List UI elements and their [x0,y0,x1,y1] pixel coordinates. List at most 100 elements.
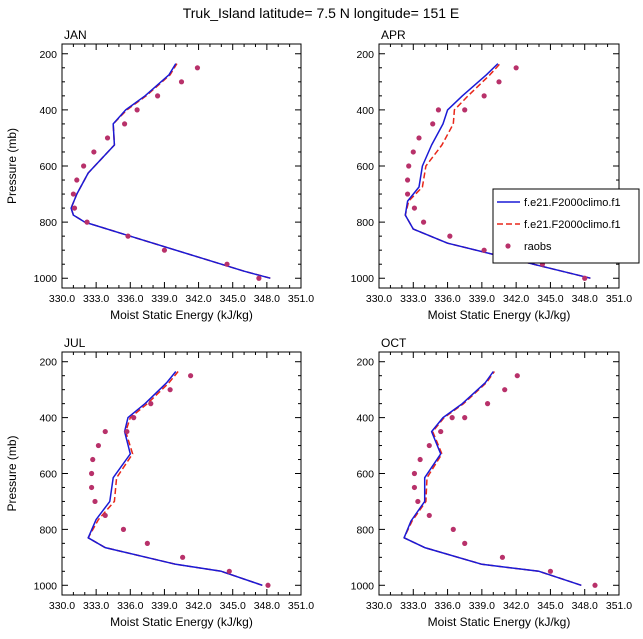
panel-title: OCT [381,336,407,350]
raobs-point [178,79,185,85]
raobs-point [144,540,150,546]
raobs-point [462,107,468,113]
raobs-point [417,456,423,463]
x-tick-label: 351.0 [606,293,632,305]
raobs-point [547,568,554,574]
legend-marker-raobs [505,243,511,249]
legend-label: raobs [524,241,552,253]
raobs-point [484,401,491,407]
panel-oct: OCT 330.0 333.0 336.0 339.0 342.0 345.0 348.0 35… [351,336,633,629]
y-axis-label: Pressure (mb) [5,128,19,204]
raobs-point [91,149,97,155]
x-tick-label: 330.0 [49,600,75,612]
legend-label: f.e21.F2000climo.f1 [524,197,621,209]
legend-label: f.e21.F2000climo.f1 [524,219,621,231]
raobs-point [481,247,487,253]
y-tick-label: 400 [39,413,57,425]
raobs-point [71,205,78,211]
raobs-point [148,401,154,407]
raobs-point [411,484,418,491]
raobs-point [513,65,519,71]
x-tick-label: 342.0 [185,600,211,612]
raobs-point [430,121,436,127]
raobs-point [416,135,422,141]
raobs-point [514,373,520,379]
raobs-point [92,498,98,505]
x-tick-label: 330.0 [49,293,75,305]
x-tick-label: 351.0 [288,293,314,305]
panel-title: JAN [64,28,87,42]
figure-title: Truk_Island latitude= 7.5 N longitude= 1… [183,5,460,21]
raobs-point [102,428,108,435]
raobs-point [265,582,271,588]
raobs-point [410,149,416,155]
raobs-point [447,233,453,239]
y-tick-label: 1000 [34,273,58,285]
raobs-point [161,247,168,253]
panel-apr: APR 330.0 333.0 336.0 339.0 342.0 345.0 348.0 35… [351,28,633,322]
raobs-point [411,205,418,211]
raobs-point [582,275,588,281]
raobs-point [121,121,128,127]
model-line-dashed [403,371,582,587]
x-tick-label: 339.0 [151,600,177,612]
x-tick-label: 345.0 [220,293,246,305]
x-tick-label: 333.0 [400,293,426,305]
x-tick-label: 339.0 [469,600,495,612]
raobs-point [256,275,262,281]
y-tick-label: 200 [356,357,374,369]
y-tick-label: 400 [356,413,374,425]
raobs-point [426,512,432,519]
y-tick-label: 600 [356,161,374,173]
x-tick-label: 333.0 [83,600,109,612]
raobs-point [180,554,186,560]
raobs-point [194,65,201,71]
x-tick-label: 351.0 [606,600,632,612]
panel-title: APR [381,28,406,42]
raobs-point [95,442,102,449]
x-tick-label: 342.0 [503,600,529,612]
raobs-point [462,540,468,546]
raobs-point [84,219,90,225]
raobs-point [496,79,502,85]
raobs-point [131,415,137,421]
x-tick-label: 333.0 [83,293,109,305]
raobs-point [120,526,127,532]
raobs-point [102,512,108,519]
x-tick-label: 345.0 [220,600,246,612]
raobs-point [404,177,411,183]
raobs-point [124,428,130,435]
raobs-point [435,107,442,113]
panel-jul: JUL 330.0 333.0 336.0 339.0 342.0 345.0 348.0 35… [5,336,314,629]
x-tick-label: 351.0 [288,600,314,612]
y-tick-label: 800 [39,524,57,536]
raobs-point [167,387,173,393]
raobs-point [90,456,96,463]
raobs-point [449,415,455,421]
y-tick-label: 600 [39,469,57,481]
model-line-dashed [70,63,271,279]
raobs-point [155,93,161,99]
y-tick-label: 600 [39,161,57,173]
raobs-point [70,191,76,197]
raobs-point [426,442,432,449]
y-tick-label: 200 [39,49,57,61]
x-tick-label: 342.0 [185,293,211,305]
raobs-point [420,219,427,225]
panels-group: JAN 330.0 333.0 336.0 339.0 342.0 345.0 348.0 35… [5,28,632,629]
raobs-point [125,233,131,239]
x-tick-label: 330.0 [366,293,392,305]
x-tick-label: 336.0 [434,293,460,305]
y-tick-label: 800 [356,217,374,229]
x-tick-label: 348.0 [254,600,280,612]
x-tick-label: 342.0 [503,293,529,305]
y-tick-label: 1000 [34,580,58,592]
x-tick-label: 348.0 [572,293,598,305]
y-tick-label: 200 [39,357,57,369]
model-line-solid [404,63,591,279]
raobs-point [104,135,111,141]
x-tick-label: 348.0 [254,293,280,305]
raobs-point [438,428,444,435]
model-line-solid [403,371,582,587]
